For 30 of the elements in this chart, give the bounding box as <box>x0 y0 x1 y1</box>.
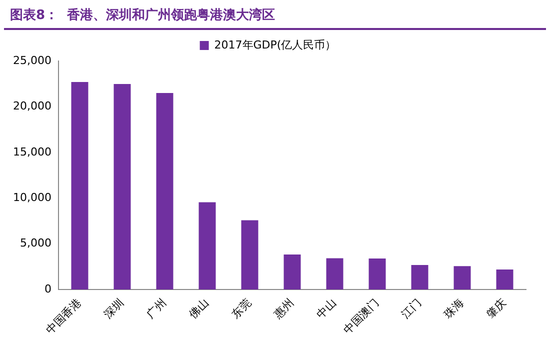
x-tick-label: 佛山 <box>186 296 212 321</box>
y-tick-label: 15,000 <box>12 145 52 158</box>
legend-label: 2017年GDP(亿人民币） <box>214 38 336 52</box>
x-tick-label: 东莞 <box>229 296 254 321</box>
y-tick-label: 0 <box>44 282 52 296</box>
y-tick-label: 20,000 <box>12 100 52 113</box>
bar <box>241 220 258 290</box>
x-tick-label: 广州 <box>144 296 169 321</box>
y-tick-label: 25,000 <box>12 54 52 67</box>
x-tick-label: 江门 <box>399 296 424 321</box>
x-tick-label: 中国澳门 <box>341 296 382 336</box>
x-tick-label: 肇庆 <box>484 296 509 321</box>
x-tick-label: 中国香港 <box>44 296 84 336</box>
x-tick-label: 惠州 <box>270 296 296 322</box>
bar <box>326 258 344 290</box>
chart-title: 图表8： 香港、深圳和广州领跑粤港澳大湾区 <box>9 6 276 25</box>
y-tick-label: 5,000 <box>20 236 52 250</box>
bar <box>284 254 301 290</box>
x-tick-label: 中山 <box>314 296 339 321</box>
bar <box>114 84 131 290</box>
bar <box>156 93 174 290</box>
bar <box>411 264 428 290</box>
x-tick-label: 珠海 <box>442 296 466 321</box>
y-tick-label: 10,000 <box>12 190 52 204</box>
bar <box>71 82 88 290</box>
bar <box>496 269 514 290</box>
bar <box>368 258 386 290</box>
bar <box>198 202 216 290</box>
bar <box>454 266 471 290</box>
x-tick-label: 深圳 <box>102 296 126 321</box>
